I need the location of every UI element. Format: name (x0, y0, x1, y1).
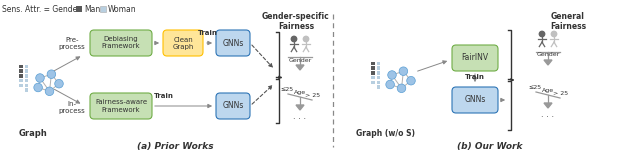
Text: Graph: Graph (19, 129, 47, 138)
FancyBboxPatch shape (163, 30, 203, 56)
FancyBboxPatch shape (90, 93, 152, 119)
Text: Man: Man (84, 4, 100, 13)
Bar (377, 85, 380, 89)
Text: · · ·: · · · (293, 116, 307, 125)
Text: · · ·: · · · (541, 114, 555, 123)
FancyBboxPatch shape (216, 30, 250, 56)
Bar (371, 76, 374, 79)
Bar (25, 88, 28, 92)
Text: General
Fairness: General Fairness (550, 12, 586, 31)
Bar (371, 62, 374, 65)
Text: Woman: Woman (108, 4, 136, 13)
Text: > 25: > 25 (554, 91, 568, 96)
Text: Train: Train (154, 93, 174, 99)
Text: Age: Age (294, 90, 306, 95)
Text: GNNs: GNNs (222, 101, 244, 110)
Circle shape (55, 79, 63, 88)
Circle shape (303, 36, 308, 42)
FancyBboxPatch shape (216, 93, 250, 119)
Text: Clean
Graph: Clean Graph (172, 37, 194, 50)
Circle shape (399, 67, 408, 75)
Circle shape (407, 76, 415, 85)
Bar (25, 74, 28, 78)
Text: In-
process: In- process (59, 101, 85, 114)
Text: Fairness-aware
Framework: Fairness-aware Framework (95, 99, 147, 112)
Text: ≤25: ≤25 (529, 85, 541, 90)
Polygon shape (296, 105, 304, 110)
Text: FairINV: FairINV (461, 54, 488, 62)
Circle shape (551, 31, 557, 37)
Text: Graph (w/o S): Graph (w/o S) (355, 129, 415, 138)
Text: > 25: > 25 (305, 93, 321, 98)
Text: (b) Our Work: (b) Our Work (457, 142, 523, 151)
Text: Pre-
process: Pre- process (59, 37, 85, 50)
Bar (377, 71, 380, 75)
Bar (100, 6, 106, 11)
Circle shape (45, 87, 54, 96)
Circle shape (47, 70, 56, 78)
Text: Age: Age (542, 88, 554, 93)
Text: Gender: Gender (536, 52, 559, 58)
Bar (76, 6, 82, 11)
Text: GNNs: GNNs (464, 95, 486, 104)
Bar (377, 66, 380, 70)
Bar (371, 81, 374, 84)
Text: (a) Prior Works: (a) Prior Works (137, 142, 213, 151)
Bar (19, 69, 22, 73)
Bar (371, 71, 374, 75)
Text: Gender: Gender (289, 58, 312, 62)
Polygon shape (296, 65, 304, 70)
Bar (25, 69, 28, 73)
Circle shape (540, 31, 545, 37)
Circle shape (386, 80, 394, 89)
Bar (19, 84, 22, 87)
Bar (19, 74, 22, 78)
Bar (25, 84, 28, 87)
Text: GNNs: GNNs (222, 39, 244, 47)
Circle shape (388, 71, 396, 79)
Bar (19, 79, 22, 82)
Bar (19, 65, 22, 68)
Text: Sens. Attr. = Gender: Sens. Attr. = Gender (2, 4, 81, 13)
FancyBboxPatch shape (452, 87, 498, 113)
Bar (25, 65, 28, 68)
Circle shape (291, 36, 297, 42)
Circle shape (36, 74, 44, 82)
Bar (25, 79, 28, 82)
Bar (371, 66, 374, 70)
Text: Debiasing
Framework: Debiasing Framework (102, 37, 140, 50)
Text: Gender-specific
Fairness: Gender-specific Fairness (262, 12, 330, 31)
Polygon shape (544, 103, 552, 108)
Text: ≤25: ≤25 (280, 87, 294, 92)
Bar (377, 76, 380, 79)
FancyBboxPatch shape (90, 30, 152, 56)
Bar (377, 62, 380, 65)
Circle shape (34, 83, 42, 92)
Text: Train: Train (465, 74, 485, 80)
Polygon shape (544, 60, 552, 65)
FancyBboxPatch shape (452, 45, 498, 71)
Text: Train: Train (198, 30, 218, 36)
Circle shape (397, 84, 406, 93)
Bar (377, 81, 380, 84)
